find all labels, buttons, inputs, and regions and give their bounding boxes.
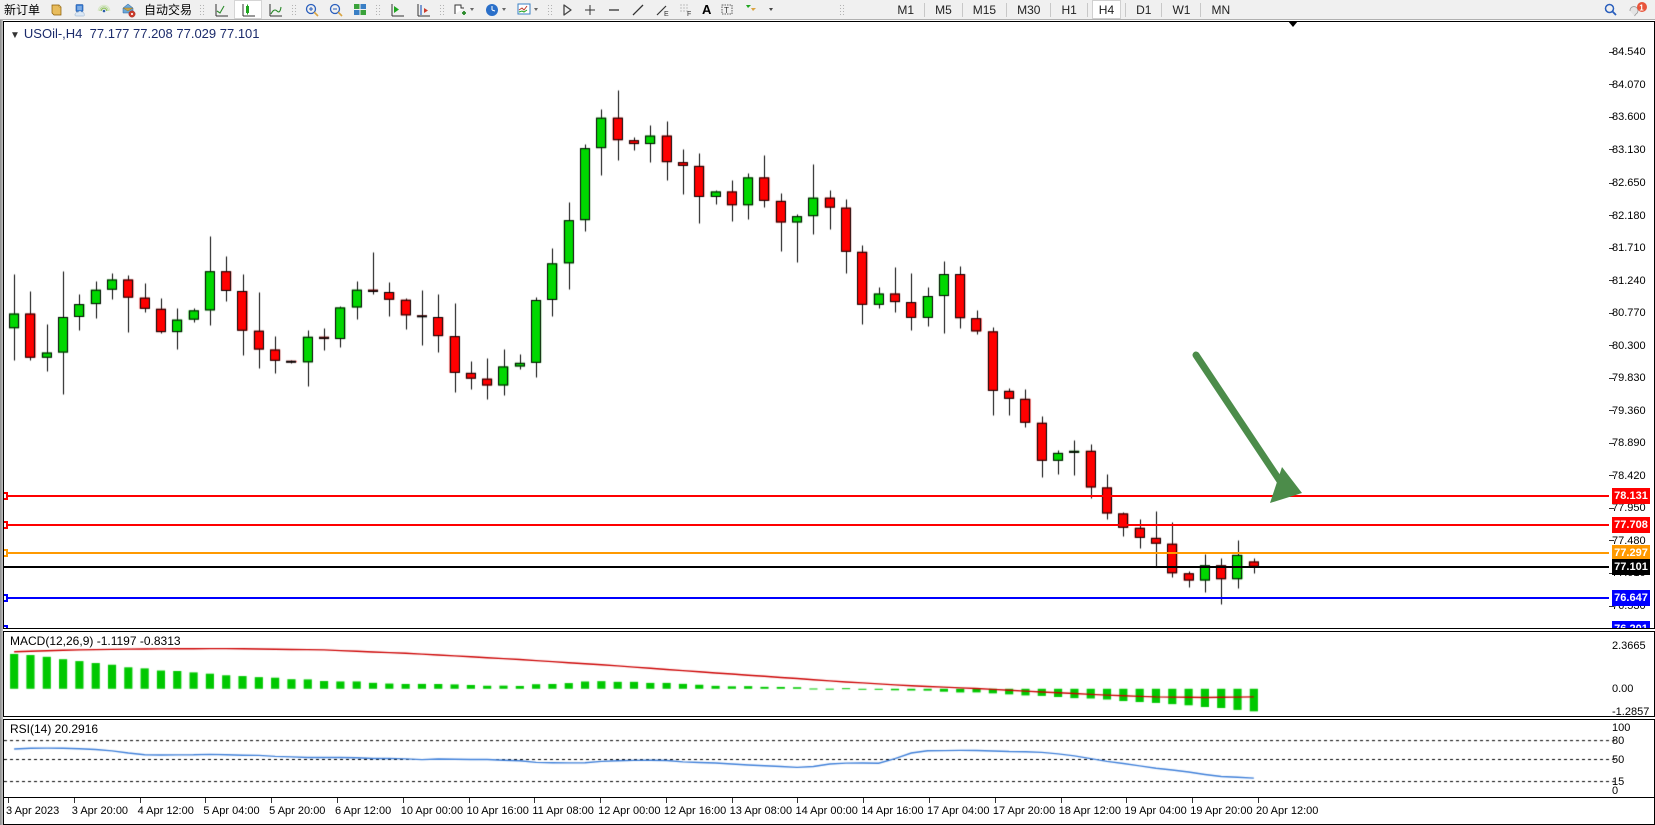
svg-text:F: F [687, 11, 691, 18]
svg-text:E: E [664, 11, 669, 18]
svg-text:1: 1 [1639, 3, 1644, 12]
svg-text:T: T [724, 6, 729, 15]
